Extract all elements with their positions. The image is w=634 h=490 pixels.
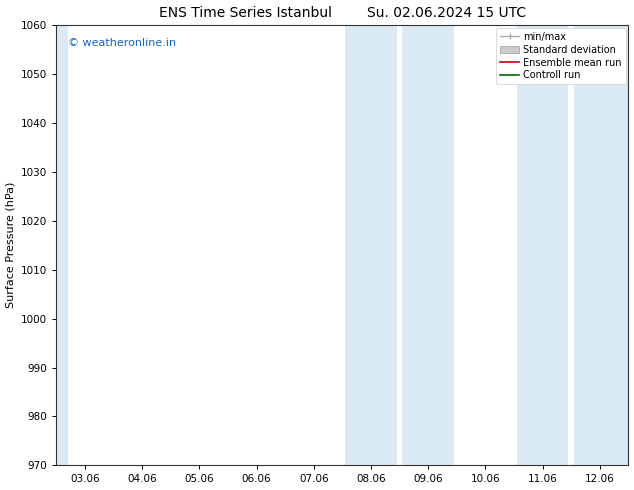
Bar — [517, 25, 568, 465]
Legend: min/max, Standard deviation, Ensemble mean run, Controll run: min/max, Standard deviation, Ensemble me… — [496, 28, 626, 84]
Title: ENS Time Series Istanbul        Su. 02.06.2024 15 UTC: ENS Time Series Istanbul Su. 02.06.2024 … — [159, 5, 526, 20]
Bar — [346, 25, 397, 465]
Bar — [56, 25, 68, 465]
Bar — [403, 25, 454, 465]
Text: © weatheronline.in: © weatheronline.in — [68, 38, 176, 48]
Y-axis label: Surface Pressure (hPa): Surface Pressure (hPa) — [6, 182, 16, 308]
Bar — [574, 25, 628, 465]
